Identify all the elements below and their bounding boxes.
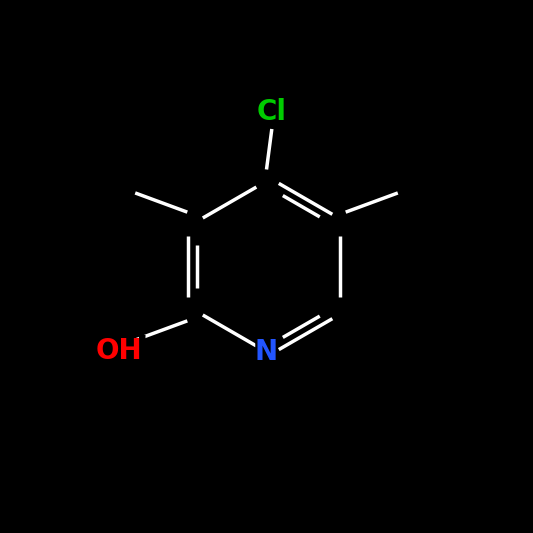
Text: Cl: Cl bbox=[253, 95, 290, 129]
Text: OH: OH bbox=[96, 337, 142, 365]
Text: N: N bbox=[252, 335, 281, 369]
Text: N: N bbox=[255, 338, 278, 366]
Text: Cl: Cl bbox=[257, 98, 287, 126]
Text: OH: OH bbox=[90, 334, 149, 368]
